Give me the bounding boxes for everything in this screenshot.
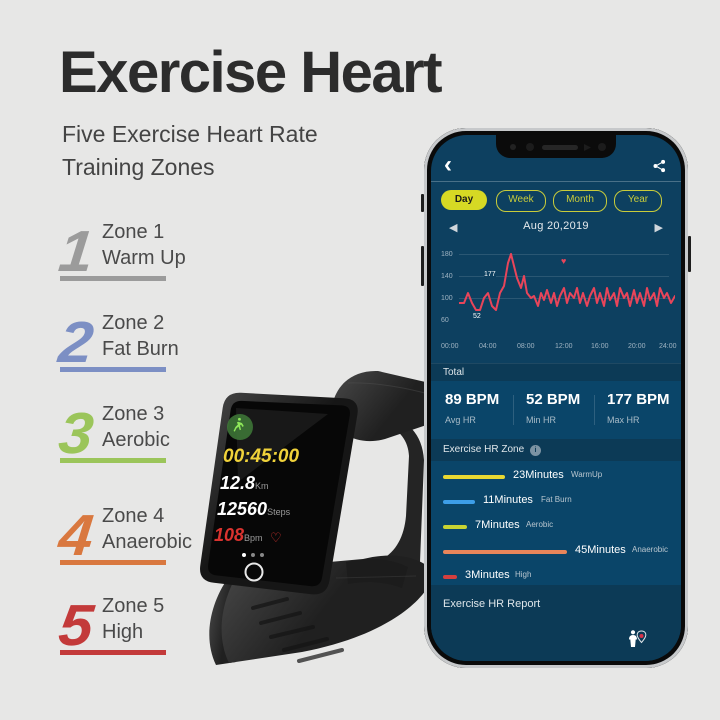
svg-text:00:45:00: 00:45:00 xyxy=(223,446,299,467)
svg-text:♡: ♡ xyxy=(270,530,282,545)
